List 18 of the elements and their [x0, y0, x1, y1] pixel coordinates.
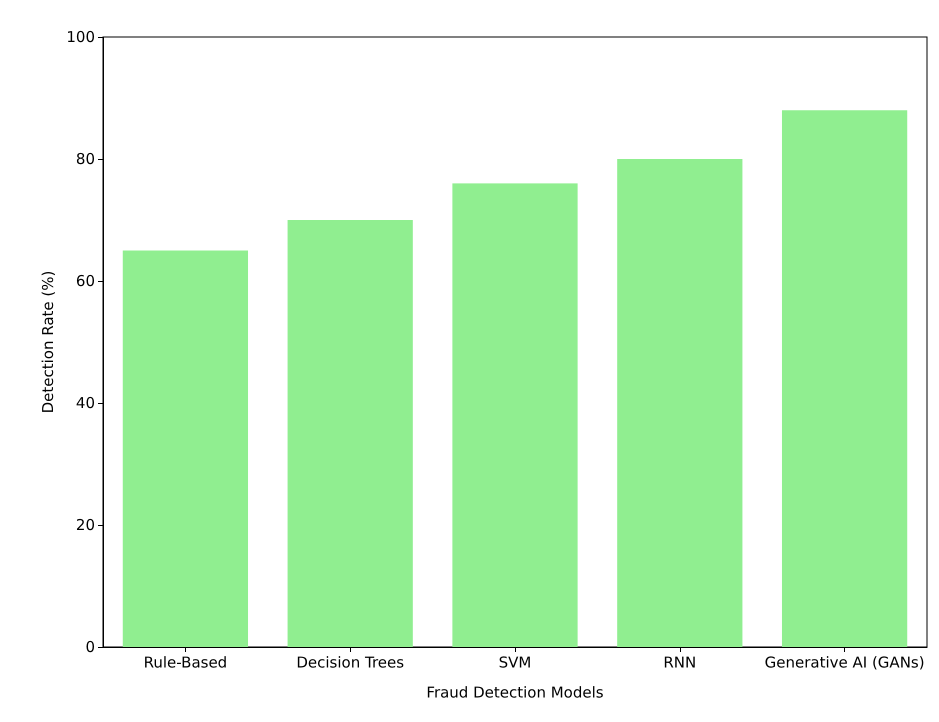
y-tick-label: 80 — [76, 150, 95, 168]
bar — [288, 220, 413, 647]
y-tick-label: 40 — [76, 394, 95, 412]
x-tick-label: Generative AI (GANs) — [764, 654, 925, 672]
bar — [122, 250, 248, 647]
bar — [452, 183, 578, 647]
x-axis-title: Fraud Detection Models — [426, 684, 604, 702]
x-tick-label: Rule-Based — [144, 654, 228, 672]
y-tick-label: 100 — [66, 28, 95, 46]
x-tick-label: RNN — [663, 654, 696, 672]
x-tick-label: SVM — [498, 654, 532, 672]
y-tick-label: 60 — [76, 272, 95, 290]
bar — [782, 110, 908, 647]
y-tick-label: 20 — [76, 516, 95, 534]
y-axis-title: Detection Rate (%) — [38, 270, 57, 414]
bar — [617, 159, 742, 647]
x-tick-label: Decision Trees — [296, 654, 404, 672]
y-tick-label: 0 — [85, 638, 95, 656]
